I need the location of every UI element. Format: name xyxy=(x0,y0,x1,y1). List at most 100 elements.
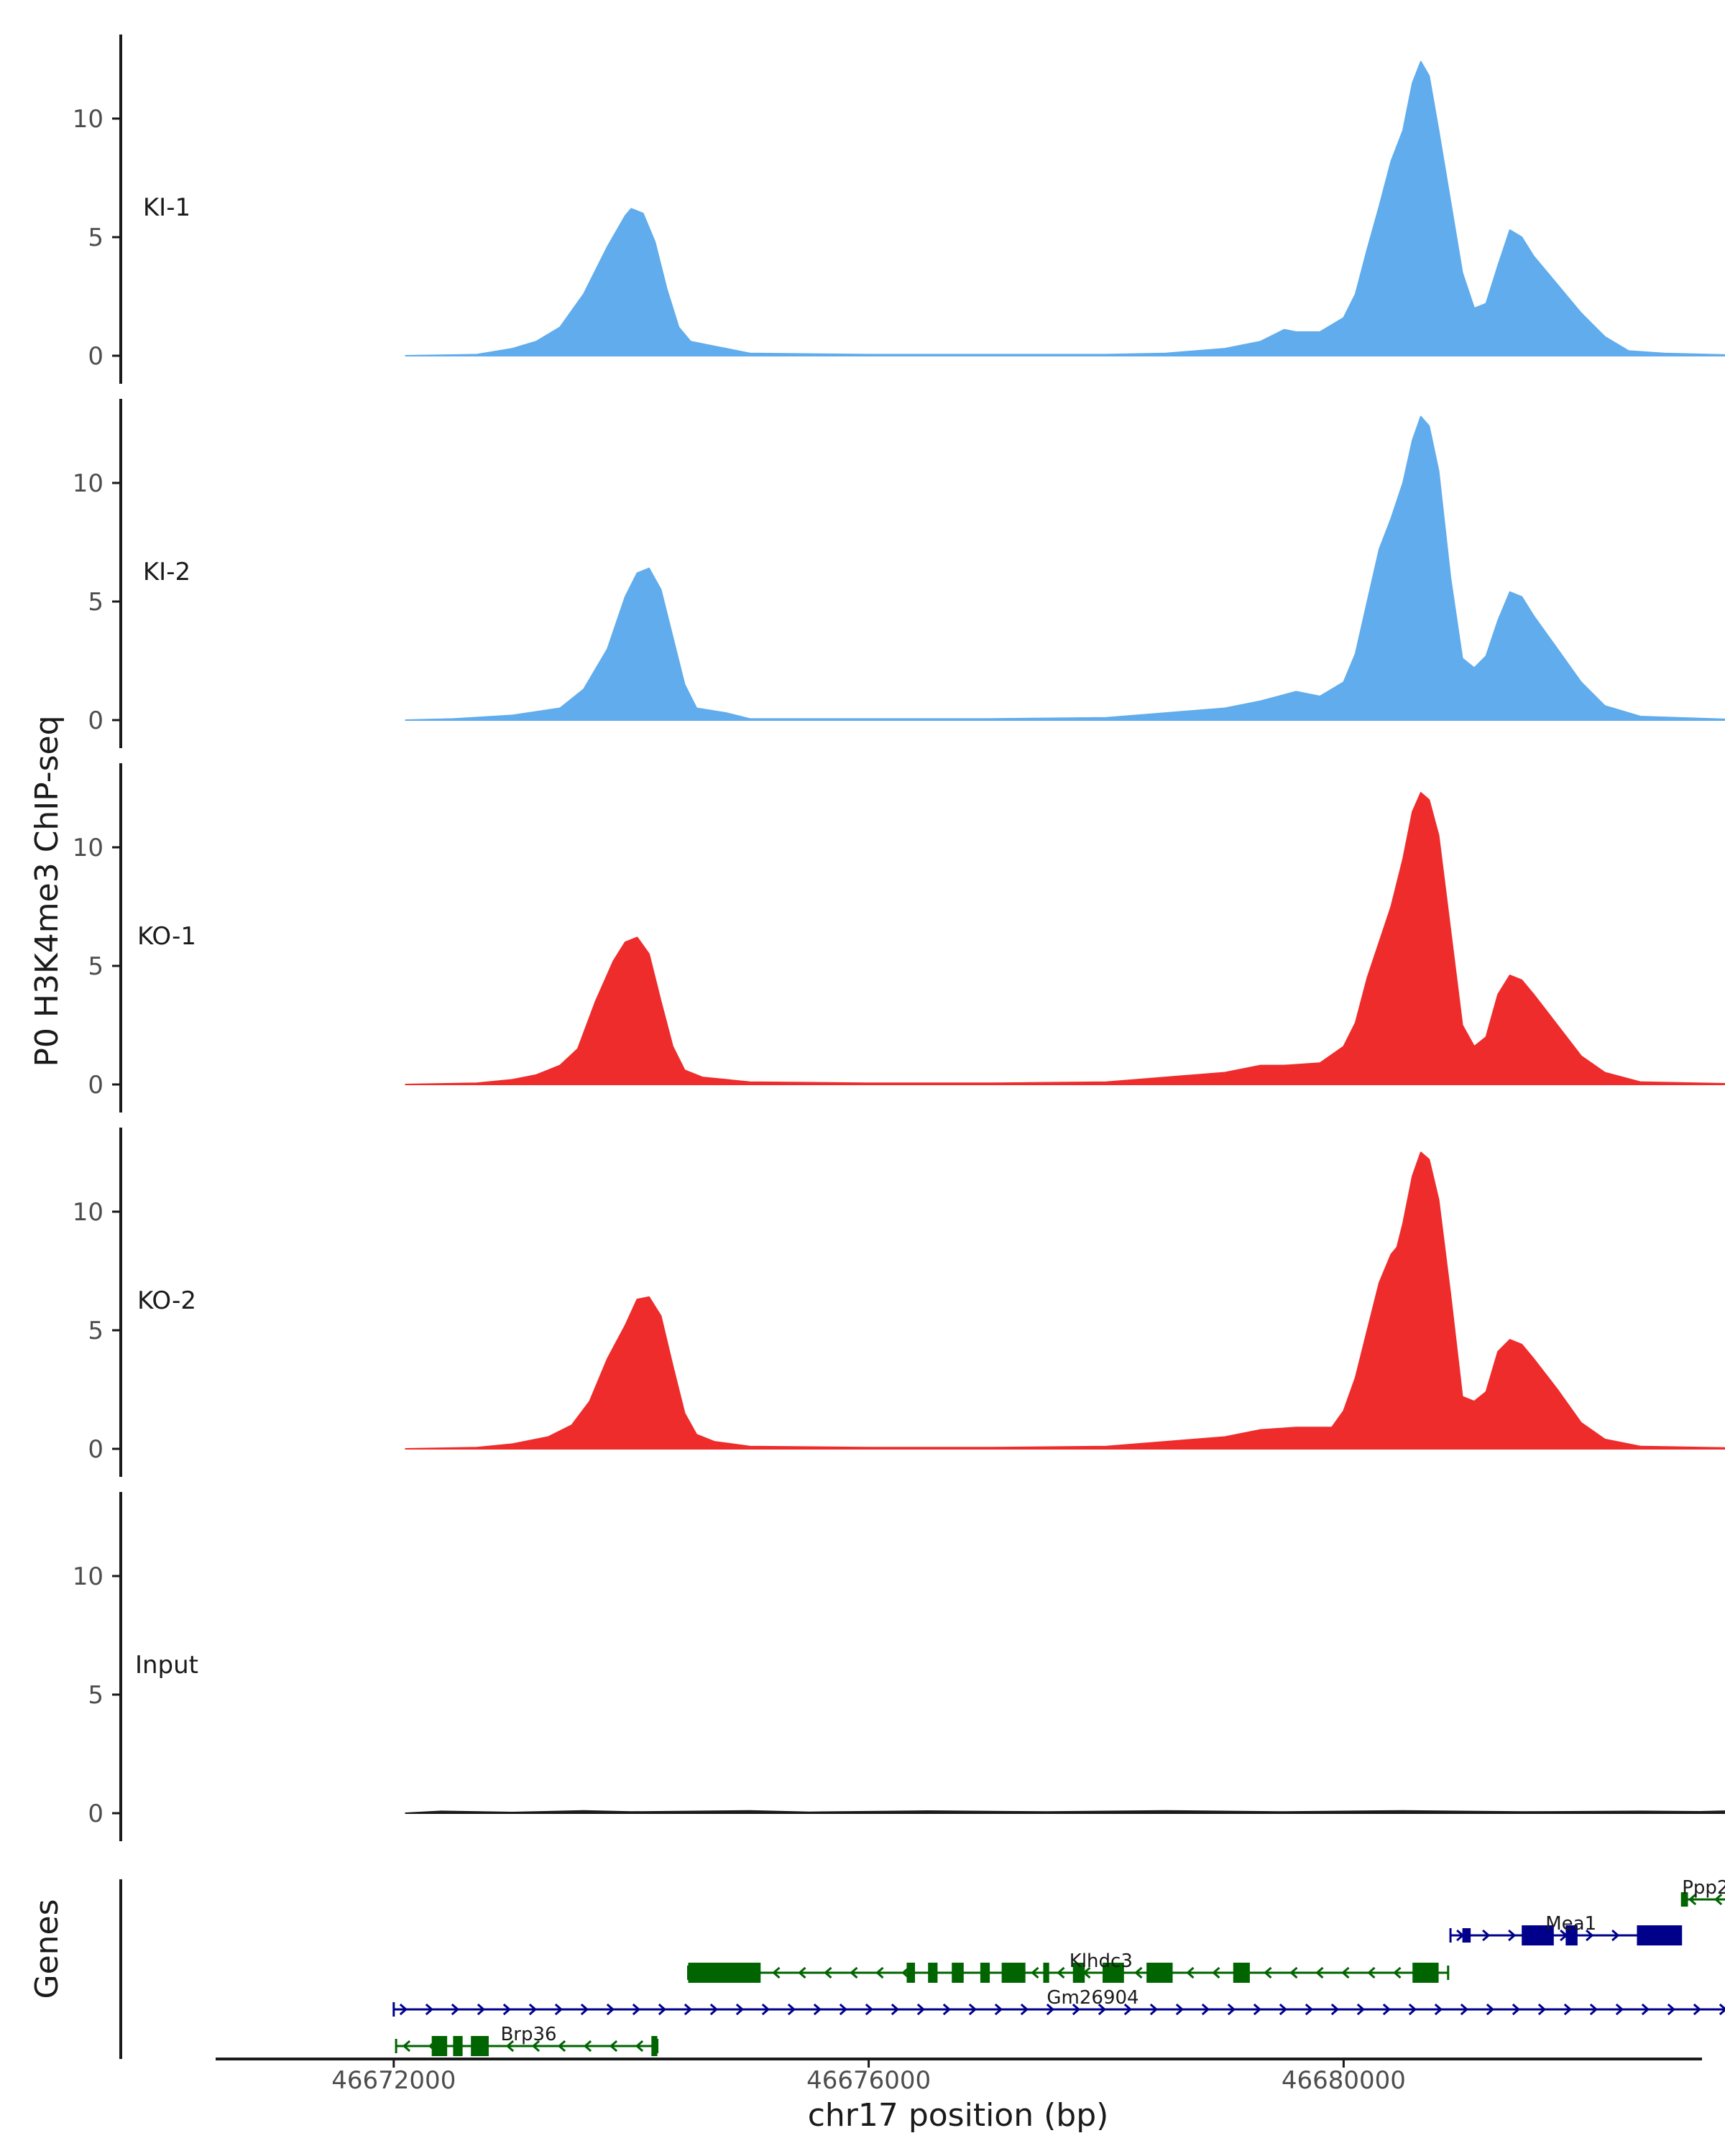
strand-arrow xyxy=(735,2003,745,2016)
strand-arrow xyxy=(583,2040,592,2053)
track-label: KO-2 xyxy=(137,1286,196,1315)
strand-arrow xyxy=(554,2003,564,2016)
y-tick-label: 10 xyxy=(73,1562,104,1591)
strand-arrow xyxy=(1589,2003,1598,2016)
strand-arrow xyxy=(1641,2003,1650,2016)
gene-label: Klhdc3 xyxy=(1070,1950,1133,1972)
strand-arrow xyxy=(1688,1893,1697,1906)
gene-klhdc3: Klhdc3 xyxy=(686,1950,1450,1983)
y-tick-label: 5 xyxy=(88,1317,104,1345)
strand-arrow xyxy=(425,2003,434,2016)
strand-arrow xyxy=(606,2003,615,2016)
y-tick-label: 0 xyxy=(88,1071,104,1100)
strand-arrow xyxy=(684,2003,693,2016)
strand-arrow xyxy=(1279,2003,1288,2016)
y-tick-label: 0 xyxy=(88,342,104,371)
gene-exon xyxy=(431,2036,448,2056)
gene-exon xyxy=(1522,1925,1554,1945)
strand-arrow xyxy=(1667,2003,1676,2016)
y-tick-label: 10 xyxy=(73,105,104,134)
genes-panel-title: Genes xyxy=(29,1899,65,1999)
strand-arrow xyxy=(1046,2003,1055,2016)
strand-arrow xyxy=(772,1966,781,1979)
strand-arrow xyxy=(1253,2003,1262,2016)
strand-arrow xyxy=(1175,2003,1184,2016)
gene-exon xyxy=(453,2036,463,2056)
x-axis: 46672000 46676000 46680000 xyxy=(216,2058,1702,2095)
y-tick-label: 0 xyxy=(88,706,104,735)
track-input: 0 5 10 Input xyxy=(73,1492,1725,1841)
strand-arrow xyxy=(1149,2003,1159,2016)
gene-exon xyxy=(1565,1925,1578,1945)
y-tick-label: 5 xyxy=(88,1681,104,1710)
track-ki-1: 0 5 10 KI-1 xyxy=(73,34,1725,384)
strand-arrow xyxy=(1315,1966,1324,1979)
strand-arrow xyxy=(850,1966,858,1979)
y-axis-title: P0 H3K4me3 ChIP-seq xyxy=(29,715,65,1067)
strand-arrow xyxy=(1693,2003,1702,2016)
strand-arrow xyxy=(1482,1929,1491,1942)
gene-ppp2r5d: Ppp2r5d xyxy=(1680,1877,1725,1907)
strand-arrow xyxy=(580,2003,589,2016)
strand-arrow xyxy=(609,2040,618,2053)
strand-arrow xyxy=(1305,2003,1314,2016)
y-tick-label: 10 xyxy=(73,469,104,498)
y-tick-label: 5 xyxy=(88,952,104,981)
strand-arrow xyxy=(528,2003,538,2016)
gene-exon xyxy=(1682,1892,1688,1907)
y-tick-label: 0 xyxy=(88,1800,104,1828)
strand-arrow xyxy=(1393,1966,1402,1979)
strand-arrow xyxy=(1057,1966,1065,1979)
strand-arrow xyxy=(1341,1966,1350,1979)
track-label: KI-2 xyxy=(143,558,190,586)
gene-label: Gm26904 xyxy=(1046,1987,1138,2009)
track-label: KI-1 xyxy=(143,193,190,222)
gene-label: Ppp2r5d xyxy=(1682,1877,1725,1899)
strand-arrow xyxy=(635,2040,644,2053)
strand-arrow xyxy=(787,2003,796,2016)
strand-arrow xyxy=(761,2003,770,2016)
strand-arrow xyxy=(632,2003,641,2016)
coverage-area xyxy=(405,1810,1725,1814)
track-ko-2: 0 5 10 KO-2 xyxy=(73,1128,1725,1477)
strand-arrow xyxy=(875,1966,884,1979)
coverage-area xyxy=(405,1151,1725,1450)
gene-exon xyxy=(1233,1963,1250,1983)
strand-arrow xyxy=(1586,1929,1594,1942)
gene-exon xyxy=(1412,1963,1439,1983)
gene-exon xyxy=(471,2036,489,2056)
strand-arrow xyxy=(451,2003,460,2016)
y-tick-label: 10 xyxy=(73,1198,104,1227)
y-tick-label: 0 xyxy=(88,1435,104,1464)
strand-arrow xyxy=(1408,2003,1417,2016)
gene-exon xyxy=(688,1963,761,1983)
strand-arrow xyxy=(709,2003,719,2016)
strand-arrow xyxy=(1434,2003,1443,2016)
strand-arrow xyxy=(1719,2003,1725,2016)
x-tick-label: 46680000 xyxy=(1282,2066,1406,2095)
strand-arrow xyxy=(1264,1966,1272,1979)
strand-arrow xyxy=(1186,1966,1195,1979)
track-label: KO-1 xyxy=(137,922,196,951)
strand-arrow xyxy=(658,2003,667,2016)
coverage-area xyxy=(405,792,1725,1085)
gene-label: Mea1 xyxy=(1545,1913,1596,1935)
gene-exon xyxy=(1001,1963,1026,1983)
strand-arrow xyxy=(994,2003,1003,2016)
coverage-area xyxy=(405,60,1725,356)
coverage-tracks: 0 5 10 KI-1 0 5 10 KI-2 0 5 10 KO-1 0 5 10 KO-2 0 5 10 Inpu… xyxy=(73,34,1725,1841)
gene-annotation-panel: Ppp2r5d Mea1 Klhdc3 Gm26904 Brp36 xyxy=(119,1877,1725,2059)
gene-exon xyxy=(952,1963,964,1983)
strand-arrow xyxy=(1512,2003,1521,2016)
strand-arrow xyxy=(1714,1893,1723,1906)
strand-arrow xyxy=(1537,2003,1547,2016)
gene-exon xyxy=(980,1963,990,1983)
gene-exon xyxy=(906,1963,916,1983)
gene-label: Brp36 xyxy=(500,2024,556,2045)
strand-arrow xyxy=(399,2003,408,2016)
strand-arrow xyxy=(1289,1966,1298,1979)
gene-exon xyxy=(1103,1963,1124,1983)
gene-exon xyxy=(928,1963,938,1983)
coverage-area xyxy=(405,415,1725,721)
